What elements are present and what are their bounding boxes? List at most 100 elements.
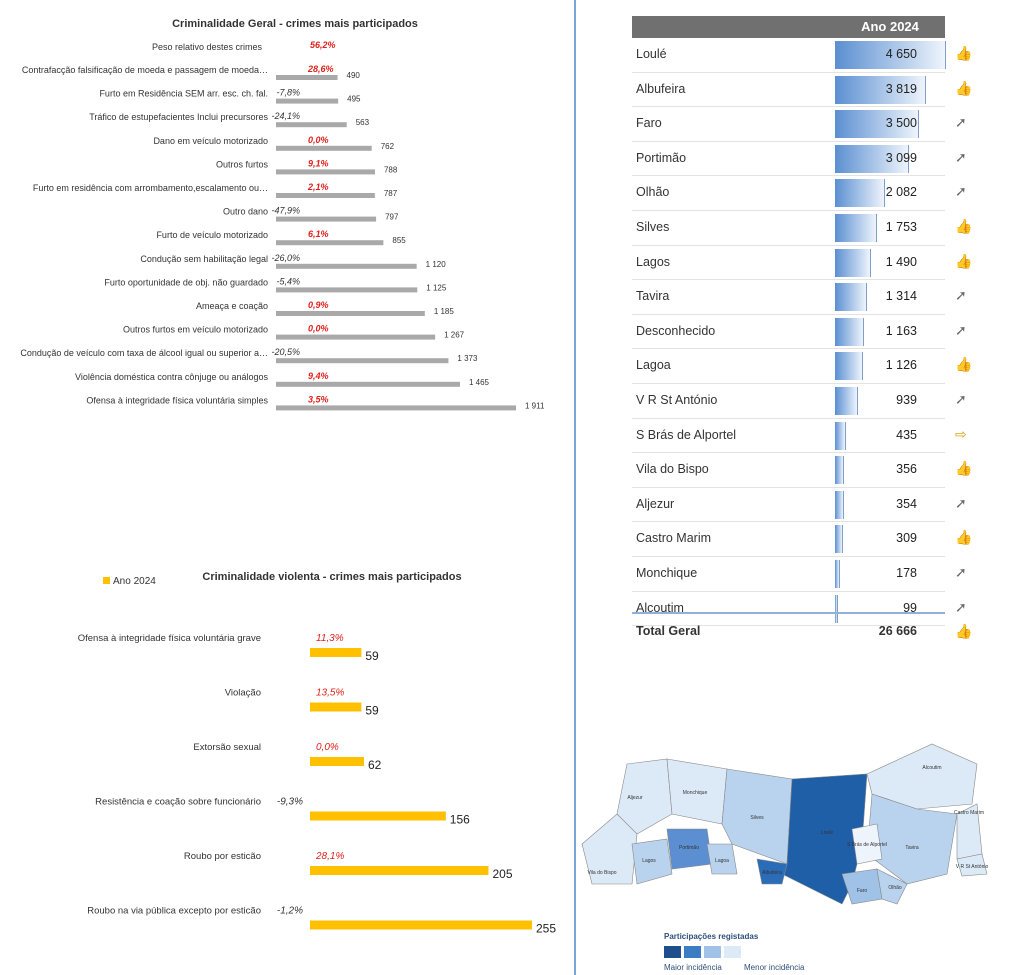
bar: [276, 263, 417, 269]
map-region-aljezur: [616, 758, 673, 835]
annotation-value: 56,2%: [310, 40, 336, 50]
value-label: 1 267: [444, 331, 465, 340]
category-label: Resistência e coação sobre funcionário: [95, 797, 261, 808]
row-bar: [835, 456, 845, 485]
category-label: Extorsão sexual: [193, 742, 261, 753]
row-value: 2 082: [885, 185, 917, 200]
category-label: Ofensa à integridade física voluntária s…: [86, 395, 268, 405]
row-bar: [835, 317, 864, 346]
variation-label: -26,0%: [271, 253, 300, 263]
table-row: S Brás de Alportel 435 ⇨: [632, 419, 967, 454]
variation-label: 0,0%: [308, 324, 329, 334]
value-label: 205: [492, 867, 512, 881]
row-value: 99: [903, 600, 917, 615]
table-row: Tavira 1 314 ➚: [632, 280, 967, 315]
variation-label: 2,1%: [307, 182, 329, 192]
table-row: Faro 3 500 ➚: [632, 107, 967, 142]
arrow-right-icon: ⇨: [955, 425, 967, 442]
row-name: Castro Marim: [636, 531, 712, 546]
panel-divider: [574, 0, 576, 975]
variation-label: -20,5%: [271, 347, 300, 357]
value-label: 762: [381, 142, 395, 151]
map-region-faro: [841, 868, 883, 905]
value-label: 1 120: [426, 260, 447, 269]
category-label: Ameaça e coação: [196, 301, 268, 311]
bar: [310, 648, 362, 657]
category-label: Outro dano: [223, 207, 268, 217]
row-value: 435: [896, 427, 917, 442]
row-value: 1 314: [885, 289, 917, 304]
value-label: 1 125: [426, 283, 447, 292]
variation-label: 0,9%: [308, 300, 329, 310]
variation-label: -5,4%: [276, 276, 300, 286]
trend-arrow-icon: ➚: [955, 563, 967, 580]
row-bar: [835, 352, 863, 381]
row-value: 1 163: [885, 323, 917, 338]
map-region-label: Tavira: [905, 845, 919, 851]
map-region-albufeira: [756, 858, 788, 885]
row-bar: [835, 421, 847, 450]
map-region-label: Vila do Bispo: [587, 870, 616, 876]
legend-swatch: [684, 946, 701, 958]
value-label: 1 465: [469, 378, 490, 387]
table-row: Portimão 3 099 ➚: [632, 142, 967, 177]
variation-label: 28,1%: [315, 851, 344, 862]
row-name: Vila do Bispo: [636, 462, 709, 477]
value-label: 563: [356, 118, 370, 127]
table-header: Ano 2024: [632, 16, 945, 38]
category-label: Ofensa à integridade física voluntária g…: [78, 633, 261, 644]
variation-label: 9,4%: [308, 371, 329, 381]
algarve-map: Aljezur Monchique Silves Loulé Alcoutim Castr…: [581, 743, 988, 905]
map-region-label: Lagoa: [715, 858, 729, 864]
map-region-label: Lagos: [642, 858, 656, 864]
chart-title: Criminalidade Geral - crimes mais partic…: [172, 18, 418, 30]
variation-label: 6,1%: [308, 229, 329, 239]
bar: [276, 193, 375, 198]
row-value: 4 650: [885, 47, 917, 61]
value-label: 855: [392, 236, 406, 245]
map-region-label: Olhão: [888, 885, 902, 891]
value-label: 797: [385, 213, 399, 222]
value-label: 787: [384, 189, 398, 198]
map-region-label: S Brás de Alportel: [847, 842, 887, 848]
bar: [310, 702, 362, 712]
trend-arrow-icon: ➚: [955, 390, 967, 407]
bar: [276, 216, 377, 222]
map-region-label: Castro Marim: [954, 810, 984, 816]
bar: [276, 334, 436, 340]
row-bar: [835, 110, 919, 139]
variation-label: 9,1%: [308, 158, 329, 168]
row-value: 1 753: [885, 219, 917, 234]
map-legend-right: Menor incidência: [744, 963, 805, 972]
row-name: S Brás de Alportel: [636, 427, 737, 442]
bar: [310, 757, 364, 766]
variation-label: -1,2%: [277, 906, 303, 917]
thumbs-up-icon: 👍: [955, 45, 973, 61]
map-region-label: Faro: [857, 888, 868, 894]
map-region-label: Monchique: [683, 790, 708, 796]
row-bar: [835, 490, 845, 519]
bar: [276, 381, 460, 387]
value-label: 1 185: [434, 307, 455, 316]
thumbs-up-icon: 👍: [955, 356, 973, 373]
trend-up-icon: 👍: [955, 623, 973, 639]
trend-arrow-icon: ➚: [955, 148, 967, 165]
thumbs-up-icon: 👍: [955, 460, 973, 477]
category-label: Furto de veículo motorizado: [156, 230, 268, 240]
category-label: Furto em residência com arrombamento,esc…: [33, 183, 268, 193]
row-name: Silves: [636, 219, 670, 234]
category-label: Roubo por esticão: [184, 851, 261, 862]
total-label: Total Geral: [636, 624, 701, 638]
row-bar: [835, 179, 886, 208]
map-region-vrsa: [956, 853, 988, 877]
category-label: Condução de veículo com taxa de álcool i…: [20, 348, 268, 358]
bar: [276, 240, 384, 246]
row-value: 3 819: [885, 81, 917, 96]
value-label: 59: [365, 704, 379, 718]
row-name: Faro: [636, 116, 662, 131]
row-bar: [835, 213, 878, 242]
thumbs-up-icon: 👍: [955, 529, 973, 546]
table-total-row: Total Geral 26 666 👍: [632, 612, 972, 646]
annotation-label: Peso relativo destes crimes: [152, 42, 263, 52]
variation-label: 3,5%: [308, 394, 329, 404]
